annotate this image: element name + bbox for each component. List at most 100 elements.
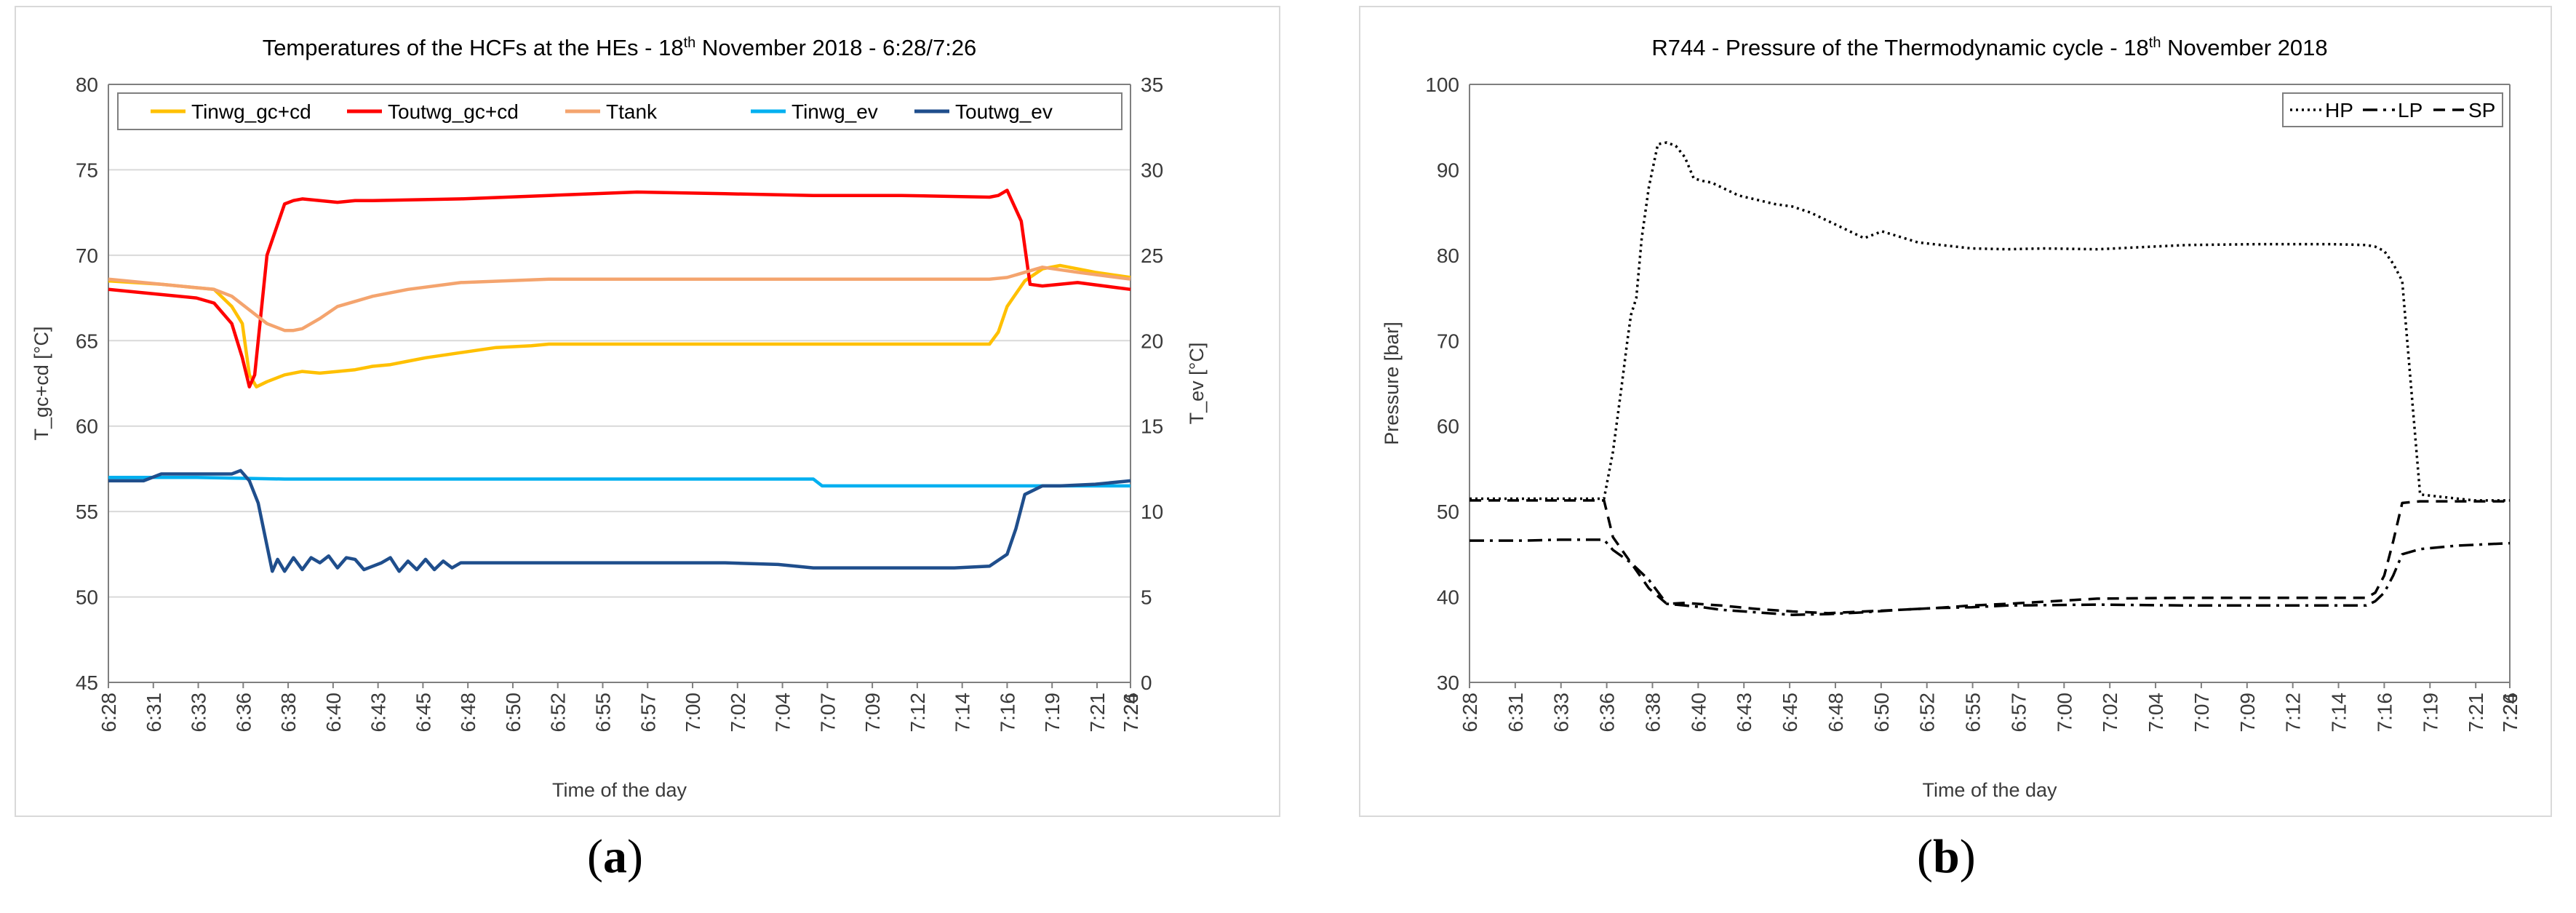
- legend-label: Toutwg_ev: [955, 100, 1053, 123]
- y-axis-label: Pressure [bar]: [1381, 322, 1403, 445]
- x-tick-label: 6:43: [1733, 693, 1755, 733]
- y-tick-label: 75: [76, 159, 98, 181]
- x-tick-label: 6:45: [412, 693, 434, 733]
- pressure-chart: R744 - Pressure of the Thermodynamic cyc…: [1381, 35, 2521, 801]
- y-tick-label: 70: [1437, 330, 1459, 352]
- x-tick-label: 7:16: [2373, 693, 2396, 733]
- y2-tick-label: 0: [1141, 671, 1152, 694]
- legend-label: HP: [2325, 99, 2353, 121]
- legend-label: LP: [2398, 99, 2423, 121]
- x-tick-label: 7:14: [952, 693, 974, 733]
- y-tick-label: 65: [76, 330, 98, 352]
- x-tick-label: 6:28: [1459, 693, 1481, 733]
- legend: Tinwg_gc+cd Toutwg_gc+cd Ttank Tinwg_ev Tout…: [117, 92, 1122, 130]
- y2-tick-label: 10: [1141, 501, 1163, 523]
- y-tick-label: 40: [1437, 586, 1459, 609]
- x-tick-label: 7:14: [2328, 693, 2350, 733]
- x-tick-label: 6:57: [637, 693, 659, 733]
- y-tick-label: 45: [76, 671, 98, 694]
- legend-label: Tinwg_gc+cd: [191, 100, 311, 123]
- legend: HP LP SP: [2282, 92, 2503, 127]
- chart-panel-b: R744 - Pressure of the Thermodynamic cyc…: [1359, 6, 2552, 817]
- chart-panel-a: Temperatures of the HCFs at the HEs - 18…: [15, 6, 1280, 817]
- x-axis-label: Time of the day: [1922, 779, 2057, 801]
- y-tick-label: 50: [76, 586, 98, 609]
- x-tick-label: 7:02: [727, 693, 749, 733]
- x-tick-label: 7:00: [682, 693, 704, 733]
- x-tick-label: 7:19: [1041, 693, 1064, 733]
- x-tick-label: 7:04: [772, 693, 794, 733]
- y-tick-label: 60: [76, 415, 98, 438]
- x-tick-label: 6:52: [1916, 693, 1939, 733]
- x-tick-label: 6:50: [1870, 693, 1893, 733]
- y2-axis-label: T_ev [°C]: [1186, 343, 1208, 425]
- x-tick-label: 6:33: [188, 693, 210, 733]
- x-tick-label: 7:21: [1086, 693, 1109, 733]
- legend-label: SP: [2468, 99, 2495, 121]
- x-tick-label: 7:12: [906, 693, 929, 733]
- legend-label: Ttank: [606, 100, 658, 123]
- caption-a: (a): [587, 830, 643, 883]
- x-tick-label: 6:52: [547, 693, 570, 733]
- x-tick-label: 6:55: [591, 693, 614, 733]
- x-tick-label: 6:31: [143, 693, 165, 733]
- y2-tick-label: 25: [1141, 244, 1163, 267]
- x-tick-label: 7:24: [2499, 693, 2521, 733]
- temperature-chart: Temperatures of the HCFs at the HEs - 18…: [31, 35, 1208, 801]
- x-tick-label: 6:38: [1641, 693, 1664, 733]
- series-line-lp: [1470, 538, 2511, 616]
- x-tick-label: 6:57: [2007, 693, 2030, 733]
- x-tick-label: 7:00: [2053, 693, 2075, 733]
- x-tick-label: 6:45: [1779, 693, 1801, 733]
- x-tick-label: 6:28: [97, 693, 120, 733]
- y-tick-label: 30: [1437, 671, 1459, 694]
- series-line-toutwg-ev: [108, 469, 1131, 573]
- x-tick-label: 6:36: [232, 693, 255, 733]
- chart-title: Temperatures of the HCFs at the HEs - 18…: [263, 35, 977, 60]
- y-axis-label: T_gc+cd [°C]: [31, 326, 52, 440]
- x-tick-label: 7:19: [2419, 693, 2441, 733]
- x-tick-label: 6:43: [367, 693, 390, 733]
- series-line-hp: [1470, 141, 2510, 502]
- y2-tick-label: 30: [1141, 159, 1163, 181]
- x-tick-label: 6:31: [1504, 693, 1527, 733]
- series-line-toutwg-gc-cd: [108, 188, 1131, 388]
- chart-title: R744 - Pressure of the Thermodynamic cyc…: [1651, 35, 2327, 60]
- series-line-sp: [1470, 499, 2510, 615]
- y-tick-label: 90: [1437, 159, 1459, 181]
- y-tick-label: 70: [76, 244, 98, 267]
- x-tick-label: 7:04: [2145, 693, 2167, 733]
- y-tick-label: 80: [1437, 244, 1459, 267]
- x-tick-label: 7:16: [996, 693, 1018, 733]
- series-line-tinwg-ev: [108, 475, 1131, 488]
- series-line-ttank: [108, 266, 1131, 332]
- y-tick-label: 100: [1425, 73, 1459, 96]
- x-tick-label: 6:48: [457, 693, 479, 733]
- x-tick-label: 6:40: [1687, 693, 1710, 733]
- legend-label: Tinwg_ev: [791, 100, 878, 123]
- y2-tick-label: 15: [1141, 415, 1163, 438]
- x-tick-label: 6:38: [277, 693, 300, 733]
- y-tick-label: 55: [76, 501, 98, 523]
- x-tick-label: 7:07: [816, 693, 839, 733]
- x-tick-label: 6:48: [1825, 693, 1847, 733]
- x-tick-label: 7:07: [2190, 693, 2213, 733]
- x-tick-label: 7:09: [861, 693, 884, 733]
- x-tick-label: 6:36: [1596, 693, 1619, 733]
- x-tick-label: 6:50: [502, 693, 525, 733]
- caption-b: (b): [1917, 830, 1976, 883]
- x-tick-label: 7:12: [2282, 693, 2305, 733]
- y-tick-label: 60: [1437, 415, 1459, 438]
- x-tick-label: 7:21: [2465, 693, 2487, 733]
- y-tick-label: 50: [1437, 501, 1459, 523]
- x-tick-label: 7:24: [1120, 693, 1142, 733]
- y-tick-label: 80: [76, 73, 98, 96]
- legend-label: Toutwg_gc+cd: [388, 100, 519, 123]
- x-tick-label: 7:02: [2099, 693, 2121, 733]
- y2-tick-label: 20: [1141, 330, 1163, 352]
- y2-tick-label: 5: [1141, 586, 1152, 609]
- x-tick-label: 6:55: [1962, 693, 1985, 733]
- x-axis-label: Time of the day: [552, 779, 687, 801]
- series-line-tinwg-gc-cd: [108, 263, 1131, 388]
- x-tick-label: 7:26: [2499, 693, 2521, 733]
